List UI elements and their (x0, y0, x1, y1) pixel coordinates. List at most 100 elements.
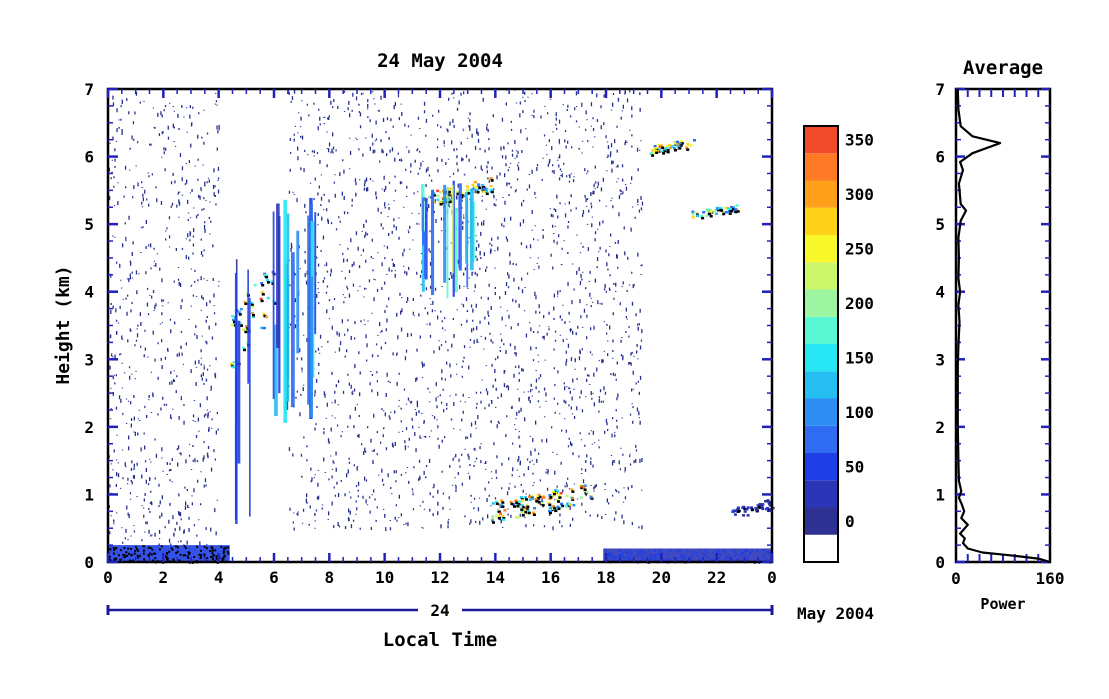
layer-echo (528, 495, 532, 499)
layer-echo-core (460, 194, 464, 197)
layer-echo-core (557, 500, 560, 503)
average-x-axis-label: Power (980, 595, 1025, 613)
layer-echo (672, 147, 676, 150)
heatmap-frame (106, 87, 774, 564)
layer-echo (501, 515, 505, 518)
layer-echo (473, 180, 477, 184)
layer-echo-core (495, 502, 499, 505)
layer-echo (494, 500, 498, 503)
layer-echo (689, 144, 693, 147)
layer-echo (761, 503, 765, 506)
average-y-tick-label: 7 (935, 80, 945, 99)
plume-streak (237, 320, 241, 464)
layer-echo (556, 490, 560, 493)
layer-echo (764, 507, 768, 511)
colorbar-tick-label: 350 (845, 131, 874, 150)
colorbar-tick-label: 250 (845, 240, 874, 259)
layer-echo (706, 208, 710, 211)
x-tick-label: 18 (596, 568, 615, 587)
x-tick-label: 16 (541, 568, 560, 587)
layer-echo-core (679, 144, 683, 147)
echo-layer (731, 499, 775, 517)
layer-echo-core (548, 503, 552, 506)
layer-echo (582, 486, 586, 489)
layer-echo (734, 509, 738, 513)
y-tick-label: 5 (84, 215, 94, 234)
layer-echo (758, 503, 762, 506)
layer-echo (519, 506, 523, 509)
layer-echo (436, 189, 440, 193)
y-axis-label: Height (km) (53, 265, 74, 384)
layer-echo (243, 300, 247, 303)
layer-echo-core (666, 149, 670, 152)
plume-streak (296, 230, 300, 354)
layer-echo-core (482, 186, 486, 189)
layer-echo (444, 198, 448, 202)
plume-streak (283, 199, 288, 423)
layer-echo (242, 346, 245, 350)
layer-echo (743, 510, 747, 513)
x-axis-label: Local Time (383, 629, 497, 651)
layer-echo-core (571, 498, 575, 501)
colorbar-tick-label: 0 (845, 512, 855, 531)
layer-echo (489, 188, 493, 192)
average-y-tick-label: 4 (935, 283, 945, 302)
x-tick-label: 0 (103, 568, 113, 587)
layer-echo (249, 301, 253, 305)
layer-echo-core (680, 142, 684, 145)
layer-echo (668, 143, 672, 147)
layer-echo (524, 496, 527, 499)
layer-echo (474, 185, 478, 189)
layer-echo-core (662, 152, 666, 155)
layer-echo (537, 493, 541, 497)
layer-echo (465, 185, 469, 188)
layer-echo (705, 214, 709, 218)
layer-echo (702, 211, 706, 214)
layer-echo (229, 362, 233, 366)
layer-echo (583, 490, 587, 493)
layer-echo (531, 497, 535, 500)
plume-streak (469, 188, 474, 271)
x-tick-label: 14 (486, 568, 505, 587)
layer-echo-core (549, 496, 553, 499)
layer-echo (526, 509, 530, 513)
layer-echo-core (535, 500, 539, 503)
date-day-label: 24 (430, 601, 449, 620)
layer-echo-core (526, 505, 530, 509)
layer-echo-core (541, 504, 545, 507)
x-tick-label: 4 (214, 568, 224, 587)
layer-echo-core (432, 194, 436, 197)
layer-echo (239, 307, 243, 311)
layer-echo (476, 183, 480, 186)
plume-streak (307, 215, 310, 405)
echo-plume (421, 180, 475, 299)
layer-echo-core (729, 210, 733, 213)
layer-echo-core (243, 348, 246, 352)
layer-echo (243, 328, 247, 332)
layer-echo (232, 318, 235, 322)
average-y-tick-label: 5 (935, 215, 945, 234)
layer-echo (270, 280, 274, 283)
layer-echo-core (240, 324, 244, 327)
layer-echo-core (736, 210, 740, 213)
layer-echo (428, 195, 431, 199)
layer-echo (251, 312, 254, 315)
noise-speckle (287, 89, 644, 532)
plume-streak (274, 324, 278, 416)
layer-echo (517, 516, 521, 519)
plume-streak (422, 197, 424, 246)
layer-echo (654, 147, 658, 150)
colorbar-tick-label: 200 (845, 294, 874, 313)
layer-echo (438, 201, 442, 204)
layer-echo-core (497, 510, 501, 514)
layer-echo (696, 214, 699, 218)
x-tick-label: 0 (767, 568, 777, 587)
chart-title: 24 May 2004 (377, 50, 503, 72)
layer-echo (695, 211, 698, 214)
layer-echo (556, 498, 559, 501)
colorbar-swatch (804, 262, 838, 290)
layer-echo (520, 510, 524, 514)
layer-echo (589, 496, 593, 499)
layer-echo (742, 505, 746, 509)
layer-echo (556, 505, 560, 509)
